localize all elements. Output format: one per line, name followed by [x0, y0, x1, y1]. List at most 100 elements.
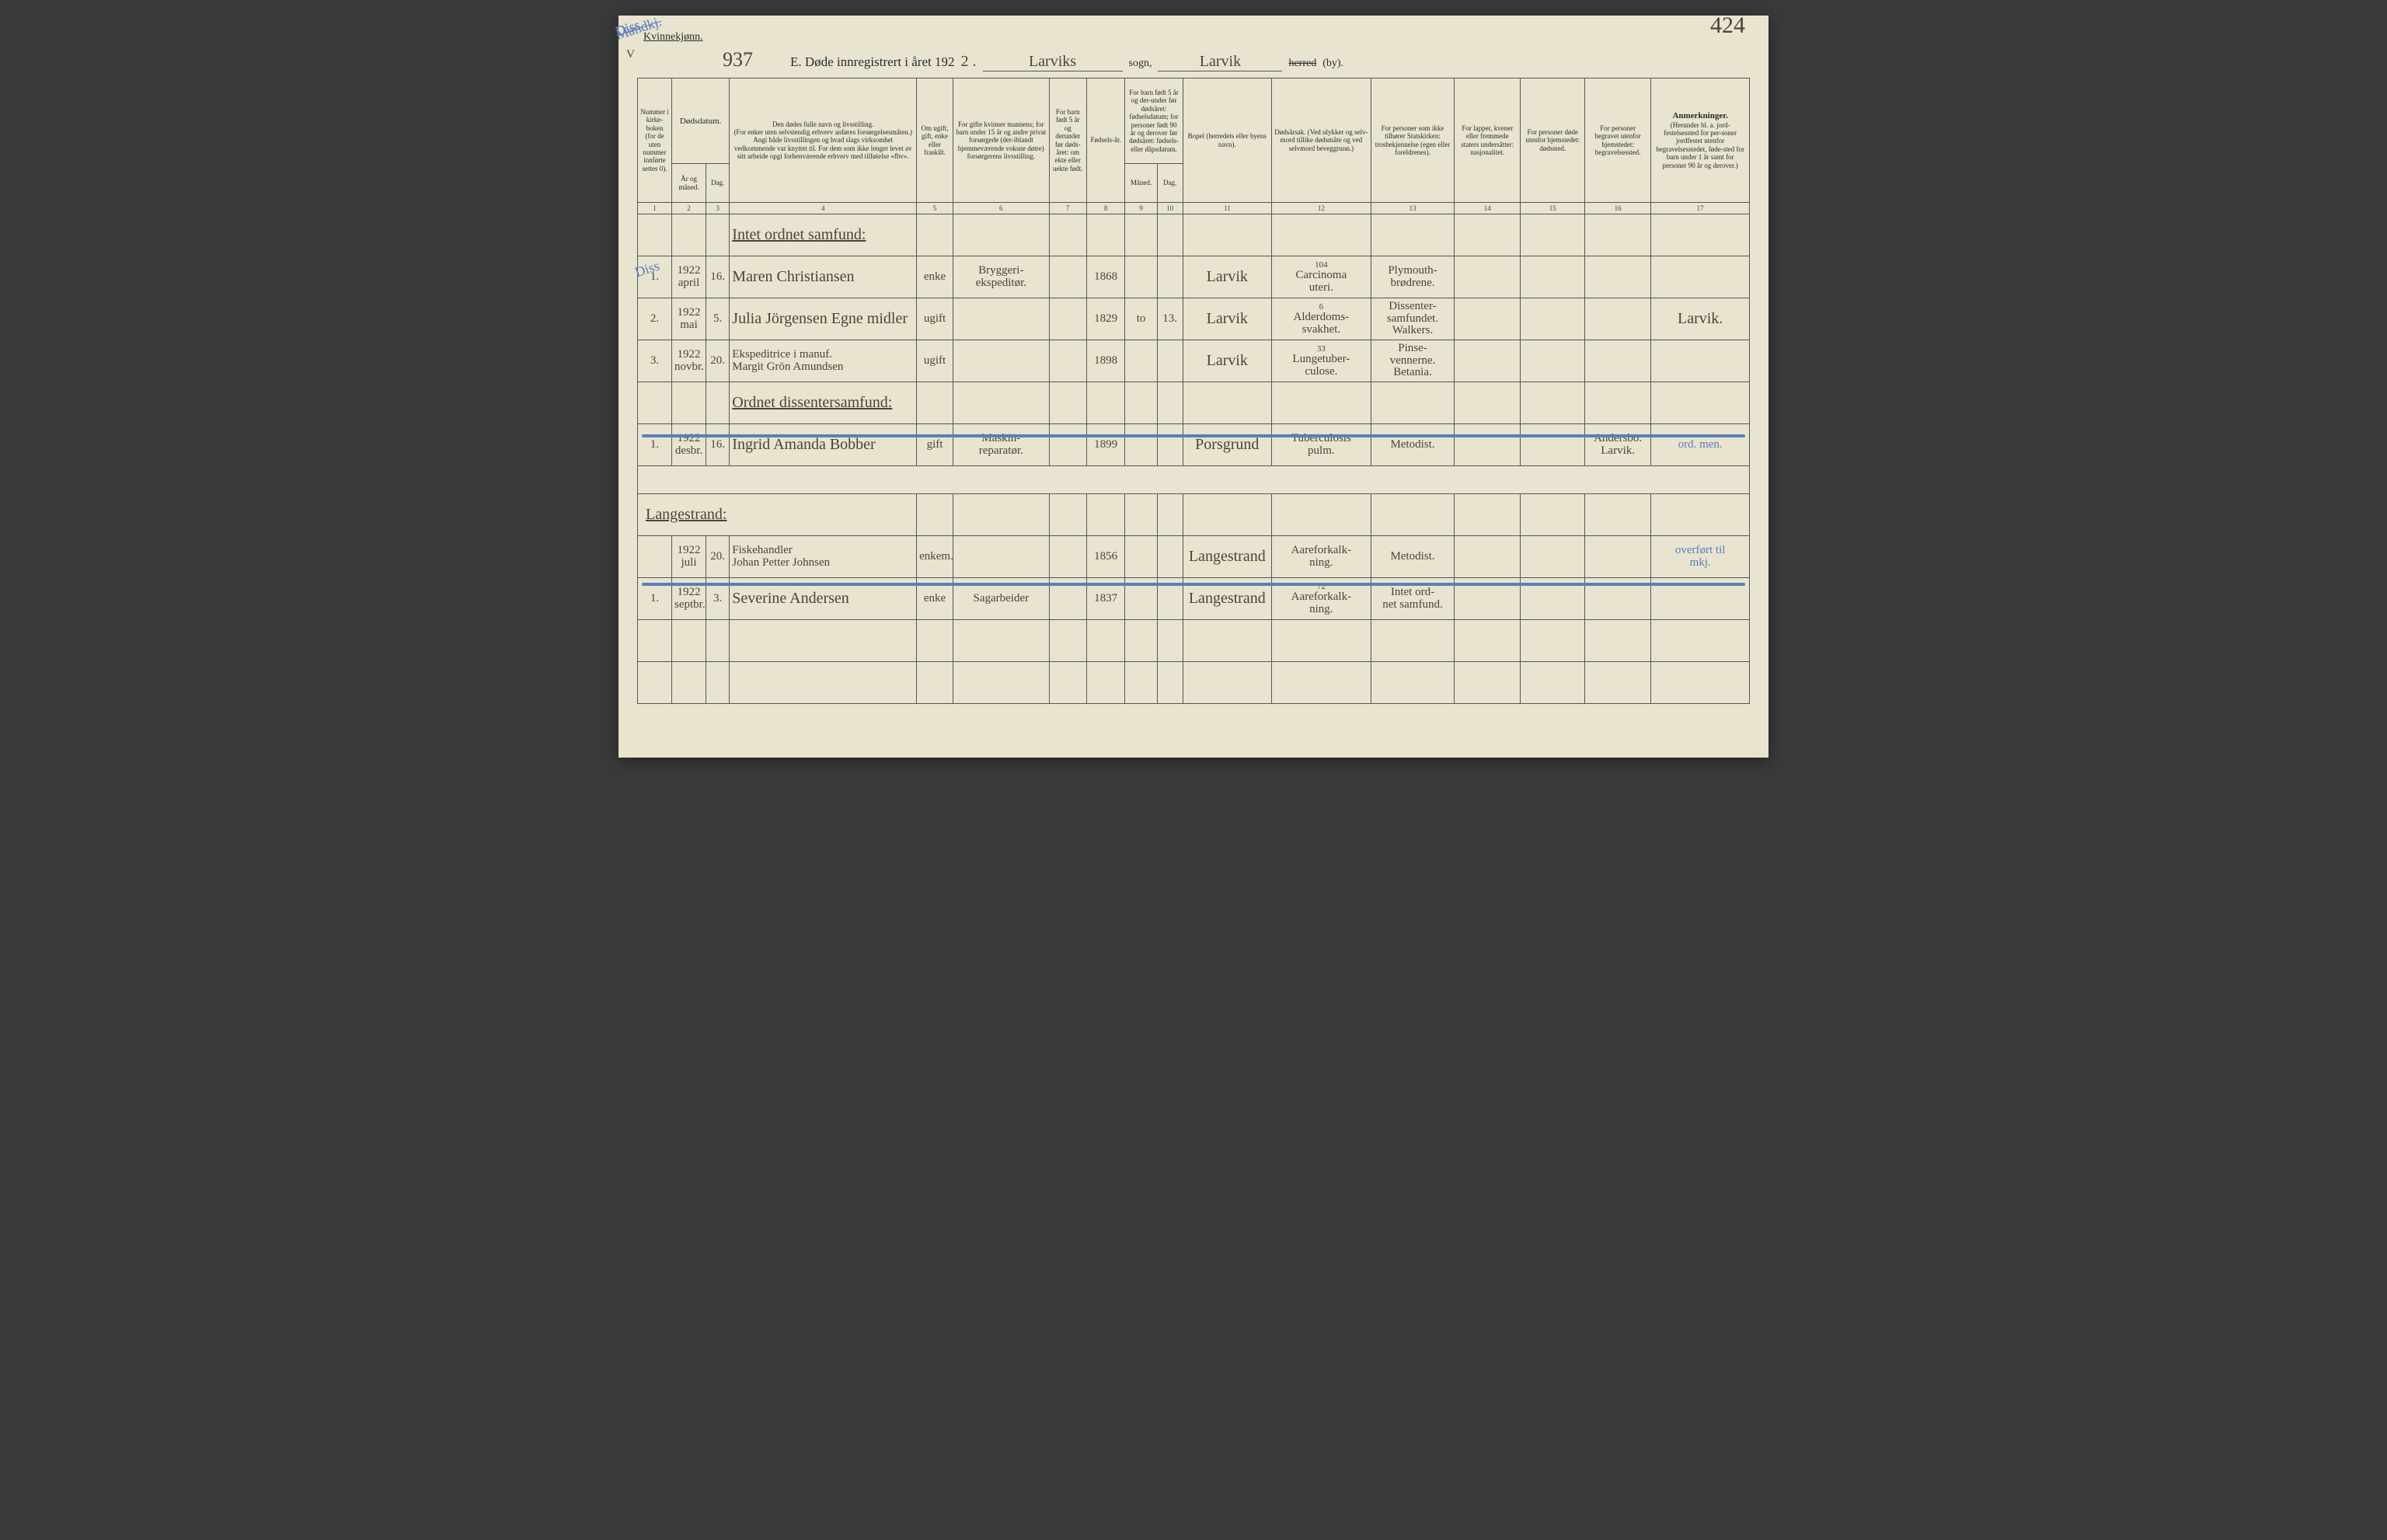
colnum: 13 — [1371, 203, 1454, 214]
colnum: 12 — [1271, 203, 1371, 214]
column-numbers-row: 1 2 3 4 5 6 7 8 9 10 11 12 13 14 15 16 1… — [638, 203, 1750, 214]
residence: Larvik — [1186, 310, 1269, 328]
table-head: Nummer i kirke-boken (for de uten nummer… — [638, 78, 1750, 214]
status: gift — [919, 438, 950, 451]
year-month: 1922septbr. — [674, 587, 703, 611]
status: enkem. — [919, 550, 950, 563]
section-2: Ordnet dissentersamfund: — [732, 394, 914, 412]
col-5-head: Om ugift, gift, enke eller fraskilt. — [917, 78, 953, 203]
colnum: 4 — [730, 203, 917, 214]
remarks: overført tilmkj. — [1653, 545, 1747, 570]
faith: Metodist. — [1374, 438, 1451, 451]
table-body: Intet ordnet samfund: Diss 1. 1922april … — [638, 214, 1750, 704]
faith: Plymouth-brødrene. — [1374, 265, 1451, 290]
faith: Intet ord-net samfund. — [1374, 587, 1451, 611]
sex-label: Kvinnekjønn. — [643, 31, 703, 44]
ledger-page: 424 Kvinnekjønn. V 937 E. Døde innregist… — [619, 16, 1768, 758]
colnum: 14 — [1455, 203, 1521, 214]
spacer-row — [638, 466, 1750, 494]
title-prefix: E. Døde innregistrert i året 192 — [790, 54, 955, 70]
cause-sup: 6 — [1274, 302, 1368, 312]
cause: Aareforkalk-ning. — [1274, 591, 1368, 616]
col-11-head: Bopel (herredets eller byens navn). — [1183, 78, 1271, 203]
residence: Langestrand — [1186, 548, 1269, 566]
table-row: Mandkj. 1922juli 20. FiskehandlerJohan P… — [638, 536, 1750, 578]
birth-month: to — [1127, 312, 1154, 326]
herred-fill: Larvik — [1158, 53, 1282, 71]
col-17-head: Anmerkninger. (Herunder bl. a. jord-fest… — [1651, 78, 1750, 203]
colnum: 5 — [917, 203, 953, 214]
residence: Larvik — [1186, 352, 1269, 370]
colnum: 2 — [672, 203, 706, 214]
faith: Dissenter-samfundet.Walkers. — [1374, 301, 1451, 337]
colnum: 15 — [1521, 203, 1585, 214]
col-7-head: For barn født 5 år og derunder før døds-… — [1049, 78, 1086, 203]
col-6-head: For gifte kvinner mannens; for barn unde… — [953, 78, 1049, 203]
remarks: Larvik. — [1653, 310, 1747, 328]
day: 16. — [709, 270, 727, 284]
faith: Metodist. — [1374, 550, 1451, 563]
colnum: 10 — [1157, 203, 1183, 214]
name: Maren Christiansen — [732, 268, 914, 286]
col-8-head: Fødsels-år. — [1086, 78, 1125, 203]
col-14-head: For lapper, kvener eller fremmede stater… — [1455, 78, 1521, 203]
col-15-head: For personer døde utenfor hjemstedet: dø… — [1521, 78, 1585, 203]
birth-year: 1899 — [1089, 438, 1123, 451]
section-heading-row: Ordnet dissentersamfund: — [638, 382, 1750, 424]
birth-year: 1898 — [1089, 354, 1123, 368]
day: 20. — [709, 354, 727, 368]
table-row: 1. 1922desbr. 16. Ingrid Amanda Bobber g… — [638, 424, 1750, 466]
colnum: 17 — [1651, 203, 1750, 214]
sogn-fill: Larviks — [983, 53, 1123, 71]
col-9-10-head: For barn født 5 år og der-under før døds… — [1125, 78, 1183, 164]
colnum: 11 — [1183, 203, 1271, 214]
row-num: 2. — [640, 312, 669, 326]
header-row-1: Kvinnekjønn. — [637, 31, 1750, 44]
colnum: 1 — [638, 203, 672, 214]
margin-letter: V — [626, 48, 635, 61]
day: 5. — [709, 312, 727, 326]
blue-strikethrough — [642, 434, 1745, 437]
year-month: 1922mai — [674, 307, 703, 332]
colnum: 9 — [1125, 203, 1157, 214]
name: Julia Jörgensen Egne midler — [732, 310, 914, 328]
cause: Alderdoms-svakhet. — [1274, 312, 1368, 336]
residence: Porsgrund — [1186, 436, 1269, 454]
residence: Larvik — [1186, 268, 1269, 286]
day: 16. — [709, 438, 727, 451]
colnum: 3 — [706, 203, 730, 214]
empty-row — [638, 620, 1750, 662]
birth-year: 1868 — [1089, 270, 1123, 284]
row-num: 1. — [640, 438, 669, 451]
provider: Sagarbeider — [956, 592, 1047, 605]
year-month: 1922april — [674, 265, 703, 290]
residence: Langestrand — [1186, 590, 1269, 608]
by-label: (by). — [1322, 57, 1343, 70]
cause-sup: 33 — [1274, 344, 1368, 354]
cause: Carcinomauteri. — [1274, 270, 1368, 294]
col-2-3-head: Dødsdatum. — [672, 78, 730, 164]
col-2-sub: År og måned. — [672, 164, 706, 203]
ledger-table: Nummer i kirke-boken (for de uten nummer… — [637, 78, 1750, 704]
section-1: Intet ordnet samfund: — [732, 226, 914, 244]
status: ugift — [919, 312, 950, 326]
colnum: 6 — [953, 203, 1049, 214]
col-17-title: Anmerkninger. — [1672, 111, 1727, 120]
table-row: Diss 1. 1922april 16. Maren Christiansen… — [638, 256, 1750, 298]
herred-label: herred — [1288, 57, 1316, 70]
cause: Aareforkalk-ning. — [1274, 545, 1368, 570]
name: Ingrid Amanda Bobber — [732, 436, 914, 454]
year-month: 1922novbr. — [674, 349, 703, 374]
col-9-sub: Måned. — [1125, 164, 1157, 203]
col-4-head: Den dødes fulle navn og livsstilling.(Fo… — [730, 78, 917, 203]
col-16-head: For personer begravet utenfor hjemstedet… — [1584, 78, 1650, 203]
faith: Pinse-vennerne.Betania. — [1374, 343, 1451, 379]
row-num: 3. — [640, 354, 669, 368]
birth-year: 1829 — [1089, 312, 1123, 326]
col-17-sub: (Herunder bl. a. jord-festelsessted for … — [1656, 121, 1744, 169]
section-heading-row: Intet ordnet samfund: — [638, 214, 1750, 256]
blue-strikethrough — [642, 583, 1745, 586]
name: Ekspeditrice i manuf.Margit Grön Amundse… — [732, 349, 914, 374]
status: enke — [919, 270, 950, 284]
birth-year: 1856 — [1089, 550, 1123, 563]
